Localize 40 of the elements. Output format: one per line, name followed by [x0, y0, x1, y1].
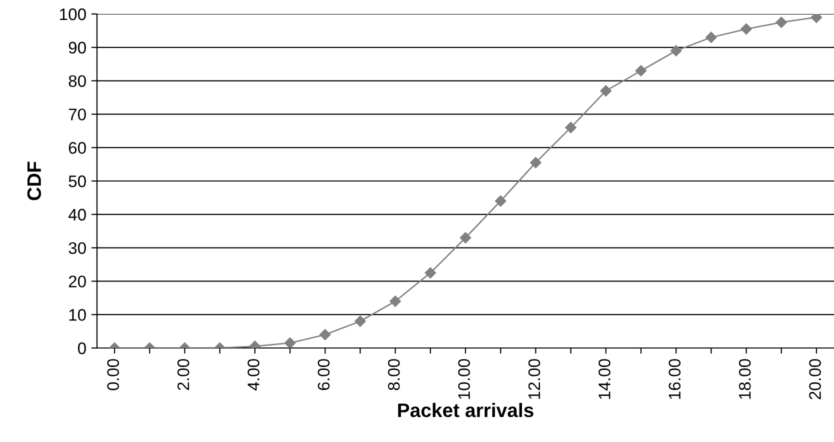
x-tick-label: 6.00 — [318, 359, 330, 390]
point — [320, 329, 331, 340]
point — [706, 32, 717, 43]
y-tick-label: 100 — [60, 8, 86, 20]
point — [460, 232, 472, 244]
y-tick-label: 10 — [69, 309, 86, 321]
point — [740, 23, 752, 35]
y-tick-label: 0 — [78, 342, 86, 354]
x-tick-label: 20.00 — [809, 359, 821, 400]
point — [284, 337, 296, 348]
point — [354, 316, 366, 327]
y-tick-label: 60 — [68, 142, 86, 154]
x-tick-label: 8.00 — [388, 359, 400, 390]
y-tick-label: 50 — [68, 175, 86, 188]
x-tick-label: 10.00 — [458, 359, 470, 399]
x-tick-label: 2.00 — [177, 359, 190, 390]
point — [600, 85, 612, 96]
y-axis-title: CDF — [27, 162, 42, 200]
x-tick-label: 4.00 — [248, 359, 260, 390]
x-tick-label: 16.00 — [668, 359, 681, 399]
point — [390, 296, 401, 307]
point — [810, 14, 822, 23]
x-tick-label: 0.00 — [107, 359, 120, 390]
point — [565, 122, 576, 134]
y-tick-label: 80 — [68, 75, 86, 88]
y-tick-label: 20 — [68, 276, 86, 288]
x-axis-title: Packet arrivals — [398, 402, 534, 418]
point — [424, 267, 436, 278]
y-tick-label: 30 — [68, 242, 86, 254]
point — [670, 45, 682, 56]
point — [635, 65, 647, 76]
x-tick-label: 12.00 — [528, 359, 540, 399]
y-tick-label: 90 — [68, 42, 86, 54]
y-tick-label: 40 — [68, 208, 86, 221]
x-tick-label: 14.00 — [598, 359, 610, 399]
x-tick-label: 18.00 — [738, 359, 751, 399]
point — [530, 157, 542, 168]
point — [776, 16, 787, 28]
point — [494, 195, 506, 207]
y-tick-label: 70 — [68, 108, 86, 120]
